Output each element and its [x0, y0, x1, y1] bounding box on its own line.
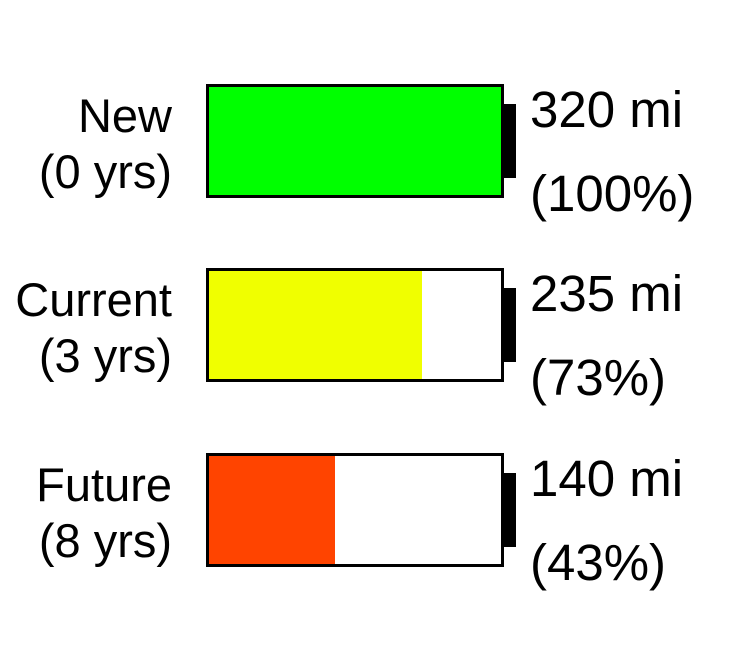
battery-row-future: Future (8 yrs) 140 mi (43%) [0, 450, 750, 591]
battery-label-age: (3 yrs) [38, 329, 172, 382]
battery-label: New (0 yrs) [39, 88, 172, 200]
battery-icon [206, 84, 504, 198]
battery-percent: (73%) [530, 349, 667, 406]
battery-terminal [503, 288, 516, 362]
battery-terminal [503, 104, 516, 178]
battery-percent: (100%) [530, 165, 695, 222]
battery-icon [206, 453, 504, 567]
battery-label-age: (8 yrs) [38, 514, 172, 567]
battery-fill [209, 456, 335, 564]
battery-range: 140 mi [530, 450, 684, 507]
battery-row-new: New (0 yrs) 320 mi (100%) [0, 81, 750, 222]
battery-fill [209, 87, 501, 195]
battery-value: 140 mi (43%) [530, 437, 683, 605]
battery-range: 320 mi [530, 81, 684, 138]
battery-fill [209, 271, 423, 379]
battery-value: 235 mi (73%) [530, 252, 683, 420]
battery-label-name: Current [15, 273, 172, 326]
battery-range: 235 mi [530, 265, 684, 322]
battery-label-age: (0 yrs) [38, 145, 172, 198]
battery-label-name: New [77, 89, 172, 142]
battery-label: Current (3 yrs) [15, 272, 172, 384]
battery-icon [206, 268, 504, 382]
battery-terminal [503, 473, 516, 547]
battery-label: Future (8 yrs) [36, 457, 172, 569]
battery-value: 320 mi (100%) [530, 68, 694, 236]
battery-label-name: Future [36, 458, 172, 511]
battery-row-current: Current (3 yrs) 235 mi (73%) [0, 265, 750, 406]
battery-percent: (43%) [530, 534, 667, 591]
